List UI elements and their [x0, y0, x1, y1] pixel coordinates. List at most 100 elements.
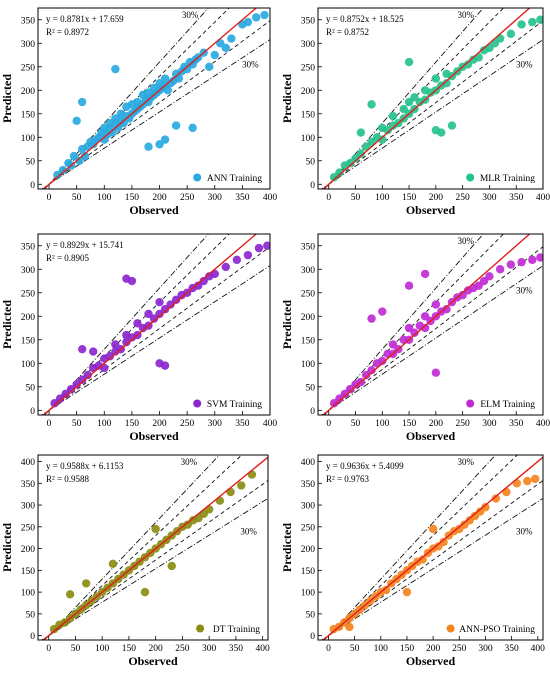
- plot-frame: [317, 454, 544, 641]
- x-tick-label: 350: [509, 193, 524, 203]
- y-tick-label: 150: [301, 567, 316, 577]
- x-tick-label: 300: [208, 193, 223, 203]
- data-point: [260, 10, 269, 20]
- x-tick-label: 0: [326, 644, 331, 654]
- data-point: [72, 380, 81, 389]
- data-point: [512, 479, 522, 488]
- lower-30-percent-line: [320, 265, 543, 415]
- upper-30-percent-label: 30%: [458, 10, 475, 20]
- lower-30-percent-line: [40, 497, 268, 640]
- identity-line: [322, 234, 531, 415]
- data-point: [528, 17, 537, 27]
- data-point: [418, 555, 427, 564]
- x-tick-label: 150: [125, 193, 140, 203]
- data-point: [160, 361, 170, 370]
- y-tick-label: 50: [306, 383, 316, 393]
- regression-equation: y = 0.9588x + 6.1153: [46, 461, 124, 471]
- y-tick-label: 50: [306, 157, 316, 167]
- data-point: [155, 297, 164, 307]
- regression-equation: y = 0.8781x + 17.659: [46, 14, 124, 24]
- y-tick-label: 150: [21, 336, 36, 346]
- r-squared: R² = 0.9763: [326, 474, 370, 484]
- y-tick-label: 0: [30, 632, 35, 642]
- data-point: [254, 243, 264, 253]
- data-point: [205, 62, 214, 71]
- data-point: [65, 590, 75, 599]
- x-tick-label: 0: [326, 419, 331, 429]
- r-squared: R² = 0.8905: [46, 253, 90, 263]
- lower-30-percent-line: [41, 265, 270, 415]
- y-tick-label: 250: [301, 289, 316, 299]
- data-point: [428, 524, 438, 534]
- data-point: [155, 309, 164, 319]
- data-point: [431, 300, 441, 309]
- data-point: [523, 476, 532, 486]
- legend-label: ANN-PSO Training: [459, 625, 535, 635]
- data-point: [111, 340, 120, 349]
- upper-30-percent-line: [43, 455, 221, 640]
- x-tick-label: 250: [175, 644, 190, 654]
- x-tick-label: 150: [125, 419, 140, 429]
- x-tick-label: 50: [351, 193, 361, 203]
- x-tick-label: 200: [426, 644, 441, 654]
- x-tick-label: 200: [149, 644, 164, 654]
- data-point: [447, 121, 457, 130]
- data-point: [381, 585, 391, 595]
- x-tick-label: 300: [208, 419, 223, 429]
- data-point: [247, 470, 257, 479]
- y-tick-label: 250: [21, 289, 36, 299]
- data-point: [193, 281, 203, 290]
- y-tick-label: 100: [21, 134, 36, 144]
- x-tick-label: 300: [478, 644, 493, 654]
- y-tick-label: 50: [26, 383, 36, 393]
- plot-area: [320, 8, 543, 189]
- data-point: [227, 34, 236, 43]
- identity-line: [42, 234, 258, 415]
- y-tick-label: 150: [301, 110, 316, 120]
- y-axis-title: Predicted: [0, 523, 14, 572]
- data-point: [108, 128, 117, 137]
- legend-label: MLR Training: [480, 174, 535, 184]
- legend-marker: [193, 399, 202, 408]
- data-point: [55, 394, 65, 403]
- y-tick-label: 0: [30, 407, 35, 417]
- data-point: [77, 97, 87, 107]
- data-point: [437, 128, 446, 137]
- data-point: [140, 587, 150, 597]
- data-point: [199, 276, 208, 286]
- plot-area: [320, 234, 543, 415]
- lower-15-percent-line: [41, 246, 270, 415]
- r-squared: R² = 0.8972: [46, 27, 89, 37]
- x-tick-label: 400: [263, 419, 278, 429]
- lower-30-percent-line: [41, 39, 270, 189]
- y-axis-title: Predicted: [0, 300, 14, 349]
- y-tick-label: 250: [21, 523, 36, 533]
- y-axis-title: Predicted: [0, 74, 14, 123]
- data-point: [367, 100, 376, 109]
- data-point: [536, 15, 543, 24]
- y-tick-label: 250: [301, 523, 316, 533]
- data-point: [528, 255, 537, 265]
- x-tick-label: 100: [375, 193, 390, 203]
- data-points: [329, 15, 543, 182]
- y-axis-title: Predicted: [280, 74, 294, 123]
- plot-area: [40, 455, 268, 640]
- data-point: [517, 258, 526, 267]
- x-tick-label: 0: [326, 193, 331, 203]
- data-point: [221, 262, 231, 272]
- y-tick-label: 250: [21, 63, 36, 73]
- data-point: [388, 111, 398, 121]
- data-point: [144, 142, 153, 151]
- plot-area: [320, 455, 543, 640]
- data-point: [378, 135, 387, 144]
- data-point: [53, 170, 62, 180]
- y-tick-label: 300: [21, 502, 36, 512]
- identity-line: [42, 456, 268, 640]
- legend-marker: [466, 399, 475, 408]
- x-tick-label: 100: [375, 419, 390, 429]
- y-axis-title: Predicted: [280, 300, 294, 349]
- x-tick-label: 200: [152, 419, 167, 429]
- legend-label: ANN Training: [207, 174, 262, 184]
- x-tick-label: 400: [256, 644, 271, 654]
